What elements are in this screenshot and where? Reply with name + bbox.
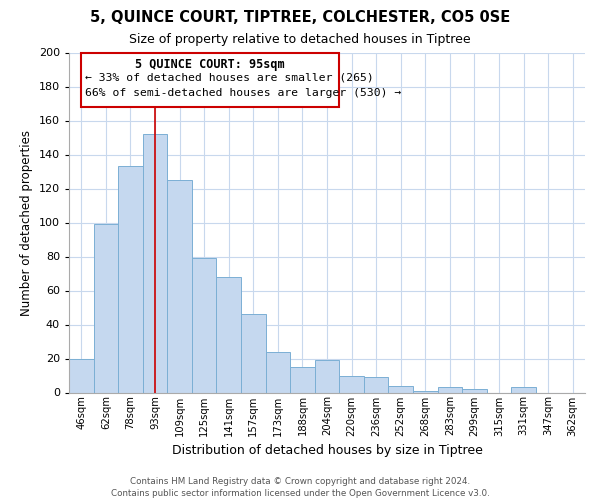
Bar	[290, 367, 315, 392]
Bar	[462, 389, 487, 392]
Bar	[266, 352, 290, 393]
Bar	[437, 388, 462, 392]
Text: Contains HM Land Registry data © Crown copyright and database right 2024.
Contai: Contains HM Land Registry data © Crown c…	[110, 476, 490, 498]
Bar	[69, 358, 94, 392]
Y-axis label: Number of detached properties: Number of detached properties	[20, 130, 33, 316]
Bar	[413, 391, 437, 392]
Bar	[192, 258, 217, 392]
Bar	[217, 277, 241, 392]
Bar	[241, 314, 266, 392]
Text: Size of property relative to detached houses in Tiptree: Size of property relative to detached ho…	[129, 32, 471, 46]
Bar	[388, 386, 413, 392]
Text: 5, QUINCE COURT, TIPTREE, COLCHESTER, CO5 0SE: 5, QUINCE COURT, TIPTREE, COLCHESTER, CO…	[90, 10, 510, 25]
Bar	[94, 224, 118, 392]
Text: 66% of semi-detached houses are larger (530) →: 66% of semi-detached houses are larger (…	[85, 88, 401, 98]
FancyBboxPatch shape	[81, 52, 339, 107]
Bar	[364, 377, 388, 392]
Bar	[315, 360, 339, 392]
Bar	[118, 166, 143, 392]
Text: ← 33% of detached houses are smaller (265): ← 33% of detached houses are smaller (26…	[85, 73, 374, 83]
Text: 5 QUINCE COURT: 95sqm: 5 QUINCE COURT: 95sqm	[136, 58, 285, 70]
X-axis label: Distribution of detached houses by size in Tiptree: Distribution of detached houses by size …	[172, 444, 482, 457]
Bar	[339, 376, 364, 392]
Bar	[143, 134, 167, 392]
Bar	[167, 180, 192, 392]
Bar	[511, 388, 536, 392]
